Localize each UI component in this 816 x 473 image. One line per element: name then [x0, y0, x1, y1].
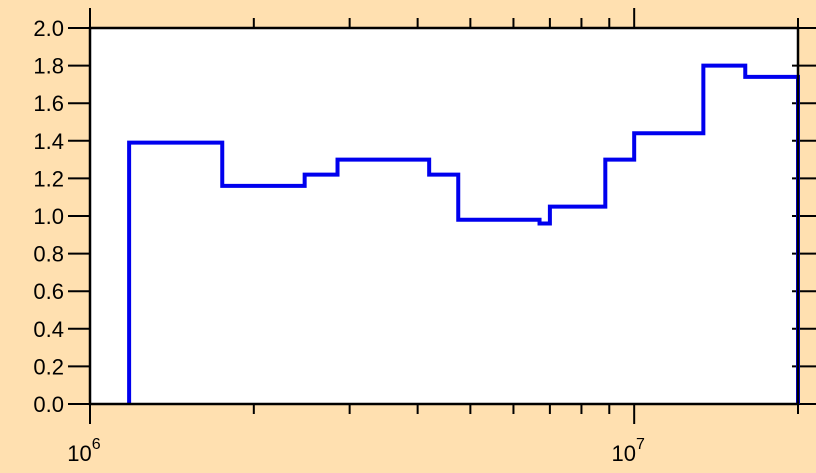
plot-area	[90, 28, 798, 404]
x-tick-label: 106	[67, 436, 100, 466]
y-tick-label: 0.0	[33, 392, 64, 417]
y-tick-label: 0.2	[33, 354, 64, 379]
x-axis-ticks: 106 107	[67, 8, 799, 466]
y-tick-label: 1.2	[33, 166, 64, 191]
y-tick-label: 0.6	[33, 279, 64, 304]
y-tick-label: 1.8	[33, 54, 64, 79]
y-tick-label: 2.0	[33, 16, 64, 41]
y-tick-label: 1.4	[33, 129, 64, 154]
plot-frame	[88, 26, 800, 406]
x-tick-label: 107	[611, 436, 644, 466]
y-tick-label: 0.4	[33, 317, 64, 342]
histogram-step-line	[127, 63, 800, 404]
y-tick-label: 0.8	[33, 242, 64, 267]
y-tick-label: 1.6	[33, 91, 64, 116]
y-axis-ticks: 0.0 0.2 0.4 0.6 0.8 1.0 1.2 1.4 1.6 1.8 2.0	[33, 16, 816, 417]
y-tick-label: 1.0	[33, 204, 64, 229]
